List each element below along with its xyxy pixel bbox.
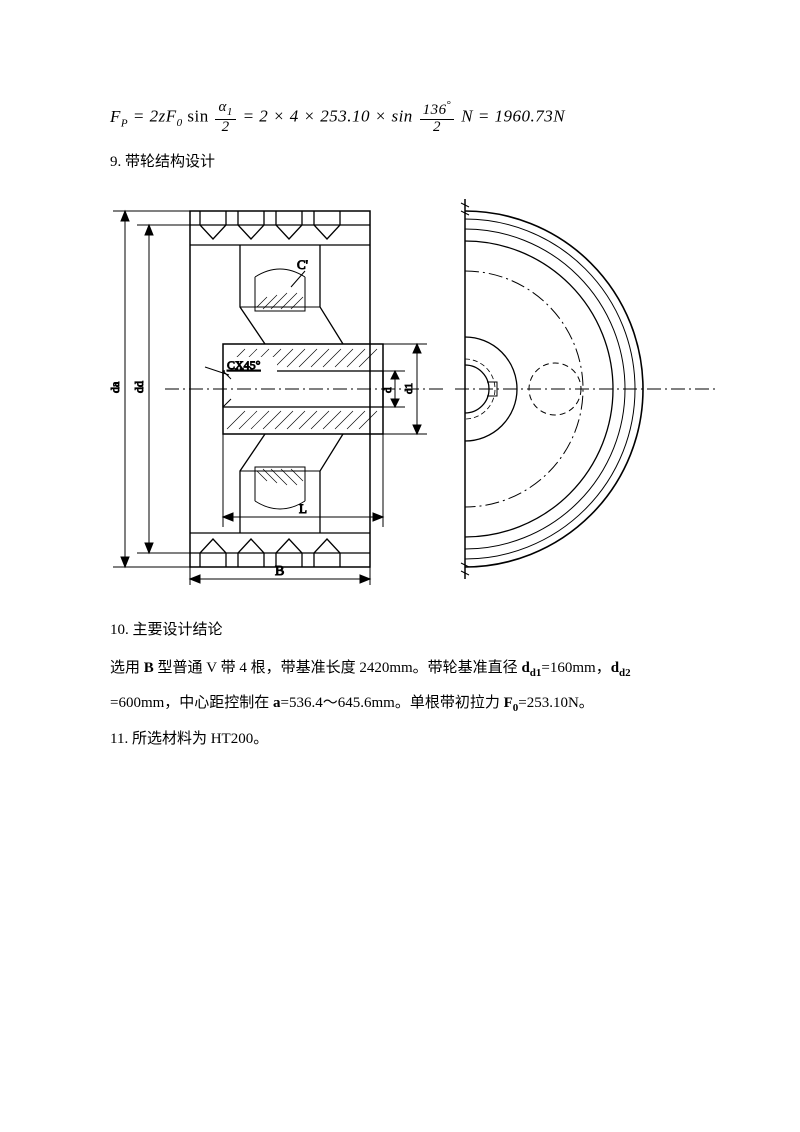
conclusion-text: 选用 B 型普通 V 带 4 根，带基准长度 2420mm。带轮基准直径 dd1…	[110, 651, 710, 686]
label-dd: dd	[132, 381, 146, 393]
label-da: da	[108, 381, 122, 393]
frac-alpha: α1 2	[215, 100, 235, 135]
pulley-diagram: da dd	[105, 189, 720, 589]
label-cx45: CX45°	[227, 358, 261, 372]
label-d1: d1	[403, 383, 415, 394]
section-9-heading: 9. 带轮结构设计	[110, 150, 710, 171]
frac-136: 136° 2	[420, 100, 455, 136]
section-10-heading: 10. 主要设计结论	[110, 613, 710, 648]
label-L: L	[299, 501, 307, 516]
section-11-text: 11. 所选材料为 HT200。	[110, 722, 710, 757]
label-C: C'	[297, 257, 308, 272]
label-d: d	[382, 387, 394, 393]
force-formula: FP = 2zF0 sin α1 2 = 2 × 4 × 253.10 × si…	[110, 100, 710, 136]
var-Fp: FP	[110, 107, 128, 126]
label-B: B	[275, 564, 284, 579]
conclusion-text-2: =600mm，中心距控制在 a=536.4～645.6mm。单根带初拉力 F0=…	[110, 686, 710, 721]
